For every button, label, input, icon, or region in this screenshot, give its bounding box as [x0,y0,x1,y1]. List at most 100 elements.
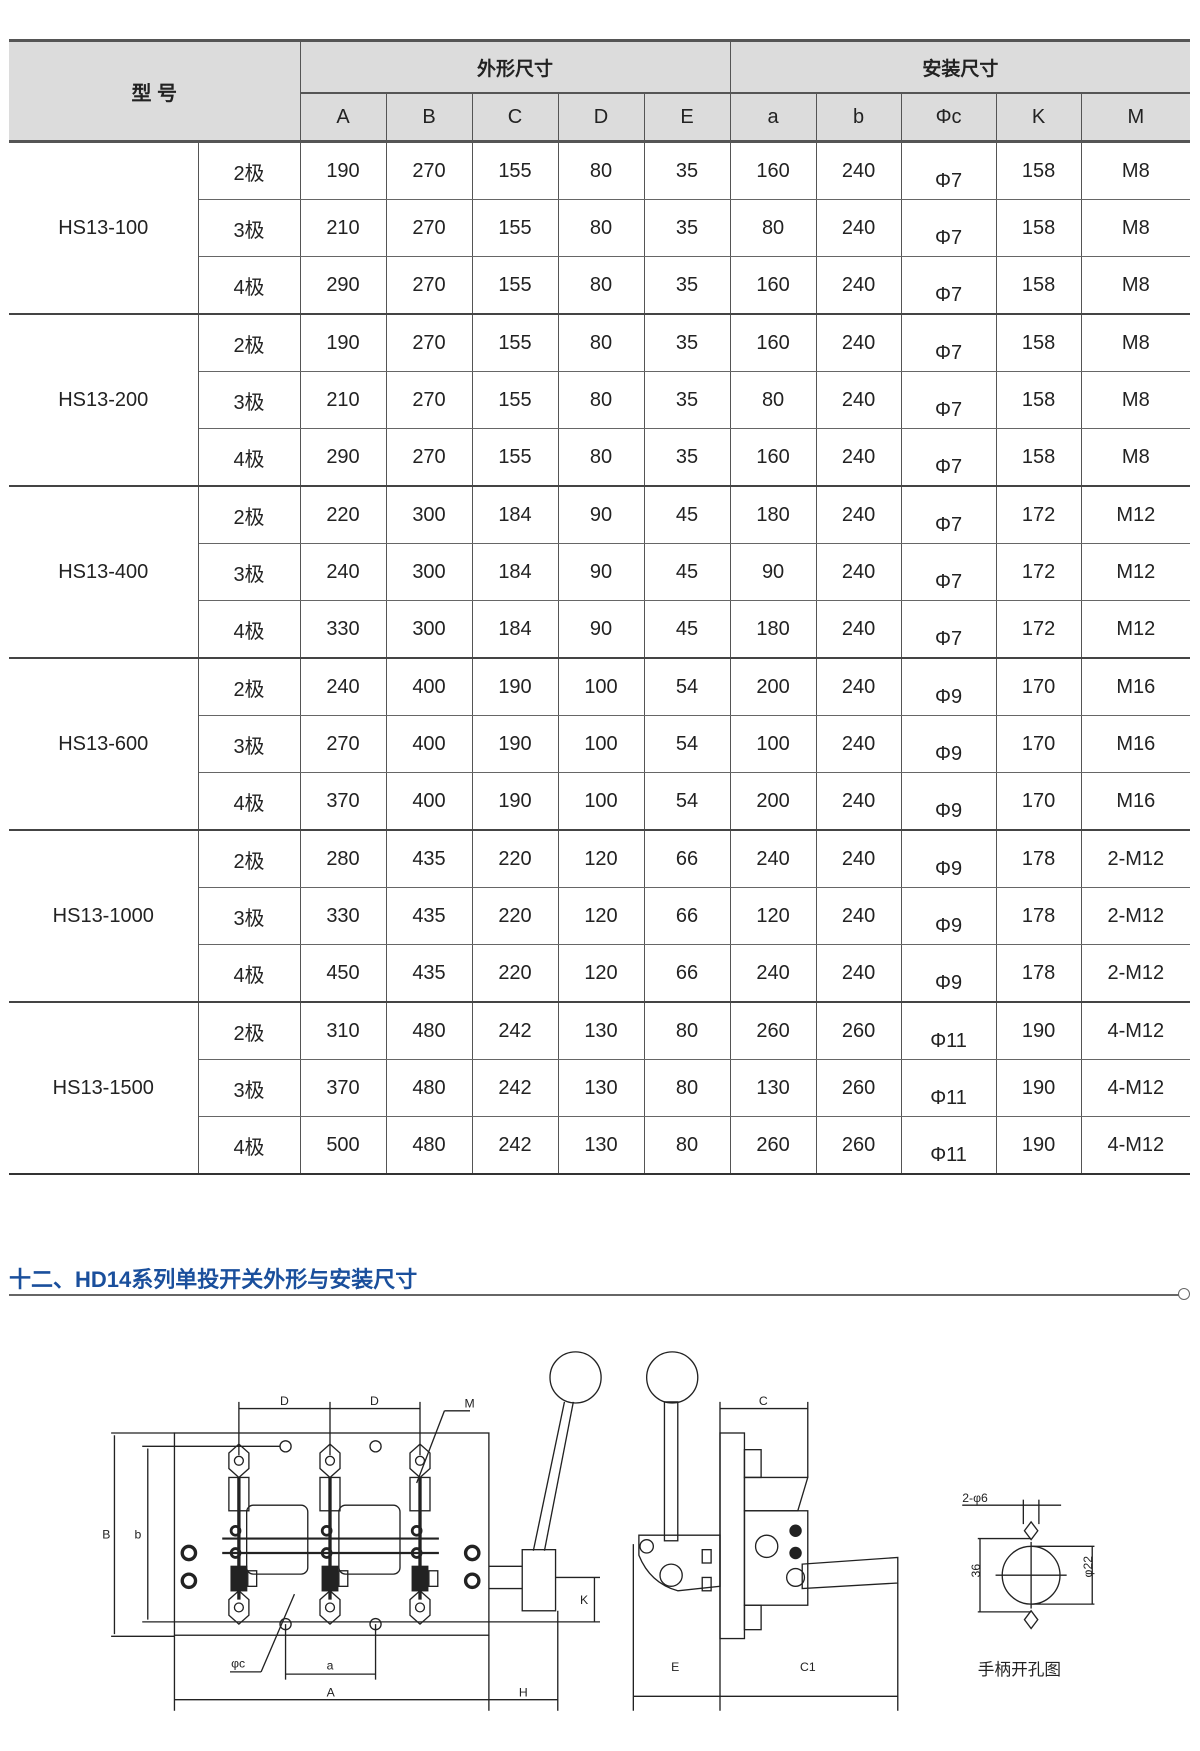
value-cell: 400 [386,658,473,716]
value-cell: 158 [996,371,1082,429]
label-C1: C1 [800,1660,816,1674]
value-cell: 240 [300,658,387,716]
value-cell: Φ11 [901,1059,997,1117]
value-cell: 184 [472,543,559,601]
value-cell: 172 [996,486,1082,544]
value-cell: 260 [816,1059,902,1117]
pole-cell: 2极 [198,830,301,888]
value-cell: 242 [472,1059,559,1117]
value-cell: 240 [816,887,902,945]
value-cell: 270 [386,256,473,315]
pole-cell: 3极 [198,715,301,773]
value-cell: 80 [644,1002,731,1060]
handle-hole-diagram [962,1499,1095,1630]
label-K: K [580,1593,589,1607]
label-a: a [327,1659,334,1673]
value-cell: 240 [816,543,902,601]
value-cell: 240 [816,141,902,200]
pole-cell: 3极 [198,1059,301,1117]
pole-cell: 4极 [198,428,301,487]
value-cell: 155 [472,371,559,429]
value-cell: 4-M12 [1081,1002,1191,1060]
value-cell: 270 [386,371,473,429]
table-row: 3极 270 400 190 100 54 100 240 Φ9 170 M16 [9,715,1191,773]
value-cell: 160 [730,428,817,487]
table-row: HS13-600 2极 240 400 190 100 54 200 240 Φ9 170 M16 [9,658,1191,831]
model-cell: HS13-200 [9,314,199,487]
column-header-b1: B [386,93,473,143]
value-cell: 480 [386,1002,473,1060]
label-D1: D [280,1394,289,1408]
value-cell: 120 [558,830,645,888]
value-cell: 270 [386,199,473,257]
value-cell: Φ7 [901,543,997,601]
value-cell: 2-M12 [1081,887,1191,945]
table-row: HS13-1500 2极 310 480 242 130 80 260 260 Φ11 190 4-M… [9,1002,1191,1175]
value-cell: M16 [1081,715,1191,773]
value-cell: 242 [472,1116,559,1175]
value-cell: 210 [300,199,387,257]
value-cell: 260 [816,1002,902,1060]
value-cell: 240 [816,256,902,315]
group-header-outline: 外形尺寸 [300,39,731,94]
value-cell: 45 [644,543,731,601]
value-cell: 120 [558,887,645,945]
value-cell: 178 [996,944,1082,1003]
pole-cell: 4极 [198,600,301,659]
value-cell: Φ7 [901,199,997,257]
value-cell: 66 [644,887,731,945]
label-b: b [134,1528,141,1542]
value-cell: 370 [300,1059,387,1117]
value-cell: 80 [558,371,645,429]
column-header-k8: K [996,93,1082,143]
table-row: 3极 210 270 155 80 35 80 240 Φ7 158 M8 [9,199,1191,257]
value-cell: 184 [472,486,559,544]
pole-cell: 3极 [198,371,301,429]
value-cell: 80 [730,371,817,429]
value-cell: 435 [386,830,473,888]
value-cell: 240 [730,944,817,1003]
value-cell: 435 [386,944,473,1003]
table-row: 3极 330 435 220 120 66 120 240 Φ9 178 2-M12 [9,887,1191,945]
table-row: 4极 330 300 184 90 45 180 240 Φ7 172 M12 [9,600,1191,659]
value-cell: 158 [996,199,1082,257]
value-cell: 4-M12 [1081,1059,1191,1117]
model-cell: HS13-100 [9,141,199,315]
table-row: HS13-100 2极 190 270 155 80 35 160 240 Φ7 158 M8 [9,141,1191,315]
value-cell: Φ9 [901,772,997,831]
value-cell: 158 [996,141,1082,200]
value-cell: 90 [558,600,645,659]
column-header-e4: E [644,93,731,143]
value-cell: 330 [300,887,387,945]
table-row: 4极 370 400 190 100 54 200 240 Φ9 170 M16 [9,772,1191,831]
value-cell: M8 [1081,199,1191,257]
table-row: HS13-200 2极 190 270 155 80 35 160 240 Φ7 158 M8 [9,314,1191,487]
section-divider [9,1294,1181,1296]
value-cell: 180 [730,600,817,659]
value-cell: Φ9 [901,830,997,888]
value-cell: 120 [730,887,817,945]
label-A: A [327,1685,336,1699]
value-cell: 160 [730,141,817,200]
value-cell: 240 [816,314,902,372]
column-header-c2: C [472,93,559,143]
value-cell: 130 [558,1002,645,1060]
value-cell: 35 [644,256,731,315]
label-E: E [671,1660,679,1674]
value-cell: 170 [996,658,1082,716]
value-cell: 220 [472,830,559,888]
value-cell: 500 [300,1116,387,1175]
value-cell: 155 [472,256,559,315]
pole-cell: 3极 [198,887,301,945]
value-cell: 220 [472,887,559,945]
label-D2: D [370,1394,379,1408]
value-cell: 240 [300,543,387,601]
value-cell: 35 [644,141,731,200]
model-header: 型 号 [9,39,301,143]
value-cell: Φ9 [901,887,997,945]
table-row: 4极 500 480 242 130 80 260 260 Φ11 190 4-M12 [9,1116,1191,1175]
value-cell: 35 [644,428,731,487]
value-cell: 200 [730,658,817,716]
value-cell: 240 [816,658,902,716]
